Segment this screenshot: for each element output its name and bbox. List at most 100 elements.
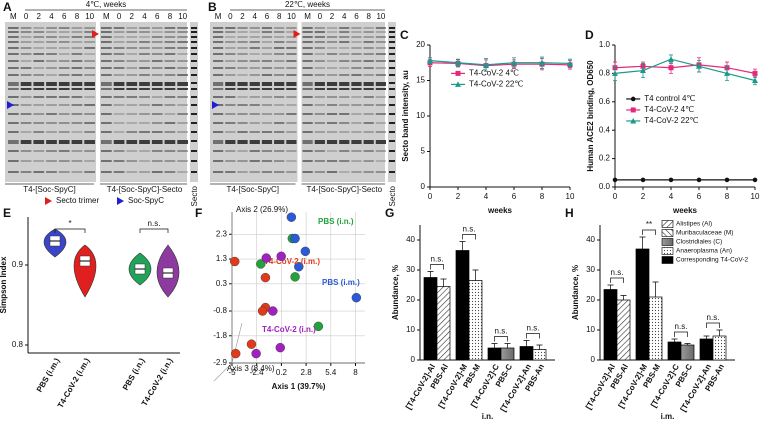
gel-band xyxy=(33,47,45,49)
gel-band xyxy=(191,31,197,33)
gel-band xyxy=(191,131,197,133)
gel-band xyxy=(237,53,248,55)
gel-band xyxy=(339,104,350,106)
gel-band xyxy=(389,27,395,29)
gel-band xyxy=(375,60,386,62)
gel-band xyxy=(139,96,150,98)
gel-band xyxy=(191,53,197,55)
x-tick-label: 10 xyxy=(566,192,575,201)
gel-band xyxy=(302,160,313,162)
gel-band xyxy=(389,113,395,115)
gel-band xyxy=(191,171,197,173)
lane-label: M xyxy=(215,12,222,21)
gel-band xyxy=(113,88,125,90)
panel-label: B xyxy=(208,0,217,14)
gel-band xyxy=(191,160,197,162)
significance: * xyxy=(68,219,71,228)
gel-gap xyxy=(297,22,302,182)
gel-band xyxy=(389,67,395,69)
gel-band xyxy=(389,53,395,55)
gel-band xyxy=(8,67,19,69)
gel-band xyxy=(389,67,395,69)
x-tick-label: 0 xyxy=(613,192,618,201)
lane-label: 8 xyxy=(168,12,173,21)
gel-band xyxy=(389,67,395,69)
lane-label: 6 xyxy=(265,12,270,21)
gel-band xyxy=(261,113,273,115)
gel-band xyxy=(389,82,395,84)
gel-band xyxy=(113,171,125,173)
gel-band xyxy=(191,74,197,76)
gel-band xyxy=(389,140,395,142)
y-tick-label: 40 xyxy=(406,235,415,244)
gel-band xyxy=(191,104,197,106)
gel-band xyxy=(389,74,395,76)
lane-label: M xyxy=(304,12,311,21)
gel-band xyxy=(339,60,350,62)
point xyxy=(668,177,674,183)
gel-band xyxy=(8,82,19,86)
gel-band xyxy=(302,41,313,43)
gel-band xyxy=(58,27,70,29)
gel-band xyxy=(389,104,395,106)
legend-swatch xyxy=(661,247,674,255)
gel-band xyxy=(191,47,197,49)
gel-band xyxy=(389,47,395,49)
legend-label: Alistipes (Al) xyxy=(676,221,712,228)
gel-band xyxy=(191,53,197,55)
gel-band xyxy=(191,150,197,152)
gel-band xyxy=(389,140,395,142)
gel-band xyxy=(389,171,395,173)
gel-side-label: Secto xyxy=(388,185,397,206)
significance: n.s. xyxy=(463,225,476,234)
gel-band xyxy=(389,31,395,33)
gel-band xyxy=(191,150,197,152)
panel-label: F xyxy=(195,206,202,220)
gel-band xyxy=(191,27,197,29)
gel-band xyxy=(389,113,395,115)
gel-band xyxy=(113,104,125,106)
gel-band xyxy=(274,160,285,162)
gel-band xyxy=(191,67,197,69)
gel-band xyxy=(126,27,138,29)
gel-band xyxy=(286,53,297,55)
gel-band xyxy=(351,36,362,38)
gel-band xyxy=(71,96,83,98)
gel-band xyxy=(351,53,362,55)
gel-band xyxy=(389,131,395,133)
gel-band xyxy=(46,160,57,162)
gel-band xyxy=(389,122,395,124)
gel-band xyxy=(389,122,395,124)
gel-band xyxy=(191,60,197,62)
gel-band xyxy=(363,41,374,43)
gel-band xyxy=(46,47,57,49)
gel-band xyxy=(164,122,176,124)
gel-band xyxy=(389,171,395,173)
gel-band xyxy=(191,53,197,55)
gel-band xyxy=(389,47,395,49)
gel-band xyxy=(237,140,248,144)
gel-band xyxy=(274,150,285,152)
gel-band xyxy=(389,82,395,84)
gel-band xyxy=(113,31,125,33)
gel-band xyxy=(177,53,188,55)
gel-band xyxy=(225,74,236,76)
gel-band xyxy=(363,36,374,38)
gel-band xyxy=(375,53,386,55)
gel-band xyxy=(389,53,395,55)
gel-band xyxy=(389,74,395,76)
gel-band xyxy=(84,27,95,29)
gel-band xyxy=(191,88,197,90)
gel-band xyxy=(389,53,395,55)
gel-band xyxy=(249,131,260,133)
gel-band xyxy=(177,60,188,62)
gel-band xyxy=(286,88,297,90)
gel-band xyxy=(191,41,197,43)
gel-band xyxy=(191,47,197,49)
gel-band xyxy=(389,160,395,162)
gel-band xyxy=(389,27,395,29)
bar xyxy=(603,289,618,361)
gel-band xyxy=(191,113,197,115)
gel-band xyxy=(8,74,19,76)
gel-band xyxy=(363,104,374,106)
